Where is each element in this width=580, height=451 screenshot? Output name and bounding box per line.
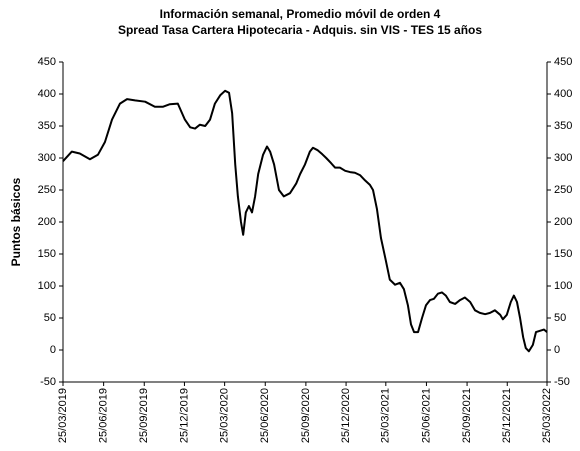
x-tick-label: 25/12/2019 bbox=[178, 388, 190, 443]
chart-subtitle: Spread Tasa Cartera Hipotecaria - Adquis… bbox=[118, 23, 482, 37]
y2-tick-label: 350 bbox=[554, 120, 572, 132]
y-tick-label: 300 bbox=[38, 152, 56, 164]
y-tick-label: 450 bbox=[38, 56, 56, 68]
y2-tick-label: 300 bbox=[554, 152, 572, 164]
y-tick-label: 50 bbox=[44, 312, 56, 324]
x-tick-label: 25/03/2022 bbox=[541, 388, 553, 443]
x-tick-label: 25/09/2019 bbox=[138, 388, 150, 443]
y-tick-label: 100 bbox=[38, 280, 56, 292]
chart-title: Información semanal, Promedio móvil de o… bbox=[160, 7, 441, 21]
y-tick-label: -50 bbox=[40, 376, 56, 388]
x-tick-label: 25/12/2021 bbox=[501, 388, 513, 443]
x-tick-label: 25/03/2021 bbox=[380, 388, 392, 443]
y2-tick-label: 150 bbox=[554, 248, 572, 260]
y2-tick-label: 200 bbox=[554, 216, 572, 228]
x-tick-label: 25/12/2020 bbox=[340, 388, 352, 443]
y-tick-label: 200 bbox=[38, 216, 56, 228]
y2-tick-label: -50 bbox=[554, 376, 570, 388]
y-tick-label: 250 bbox=[38, 184, 56, 196]
x-tick-label: 25/03/2020 bbox=[219, 388, 231, 443]
y-tick-label: 400 bbox=[38, 88, 56, 100]
x-tick-label: 25/09/2020 bbox=[300, 388, 312, 443]
y-tick-label: 150 bbox=[38, 248, 56, 260]
y2-tick-label: 50 bbox=[554, 312, 566, 324]
x-tick-label: 25/06/2020 bbox=[259, 388, 271, 443]
x-tick-label: 25/03/2019 bbox=[57, 388, 69, 443]
y2-tick-label: 0 bbox=[554, 344, 560, 356]
x-tick-label: 25/06/2019 bbox=[98, 388, 110, 443]
y-tick-label: 350 bbox=[38, 120, 56, 132]
x-tick-label: 25/09/2021 bbox=[461, 388, 473, 443]
x-tick-label: 25/06/2021 bbox=[420, 388, 432, 443]
y-axis-title: Puntos básicos bbox=[9, 177, 23, 266]
y2-tick-label: 250 bbox=[554, 184, 572, 196]
y2-tick-label: 100 bbox=[554, 280, 572, 292]
y2-tick-label: 400 bbox=[554, 88, 572, 100]
y2-tick-label: 450 bbox=[554, 56, 572, 68]
series-line bbox=[62, 89, 548, 353]
y-tick-label: 0 bbox=[50, 344, 56, 356]
